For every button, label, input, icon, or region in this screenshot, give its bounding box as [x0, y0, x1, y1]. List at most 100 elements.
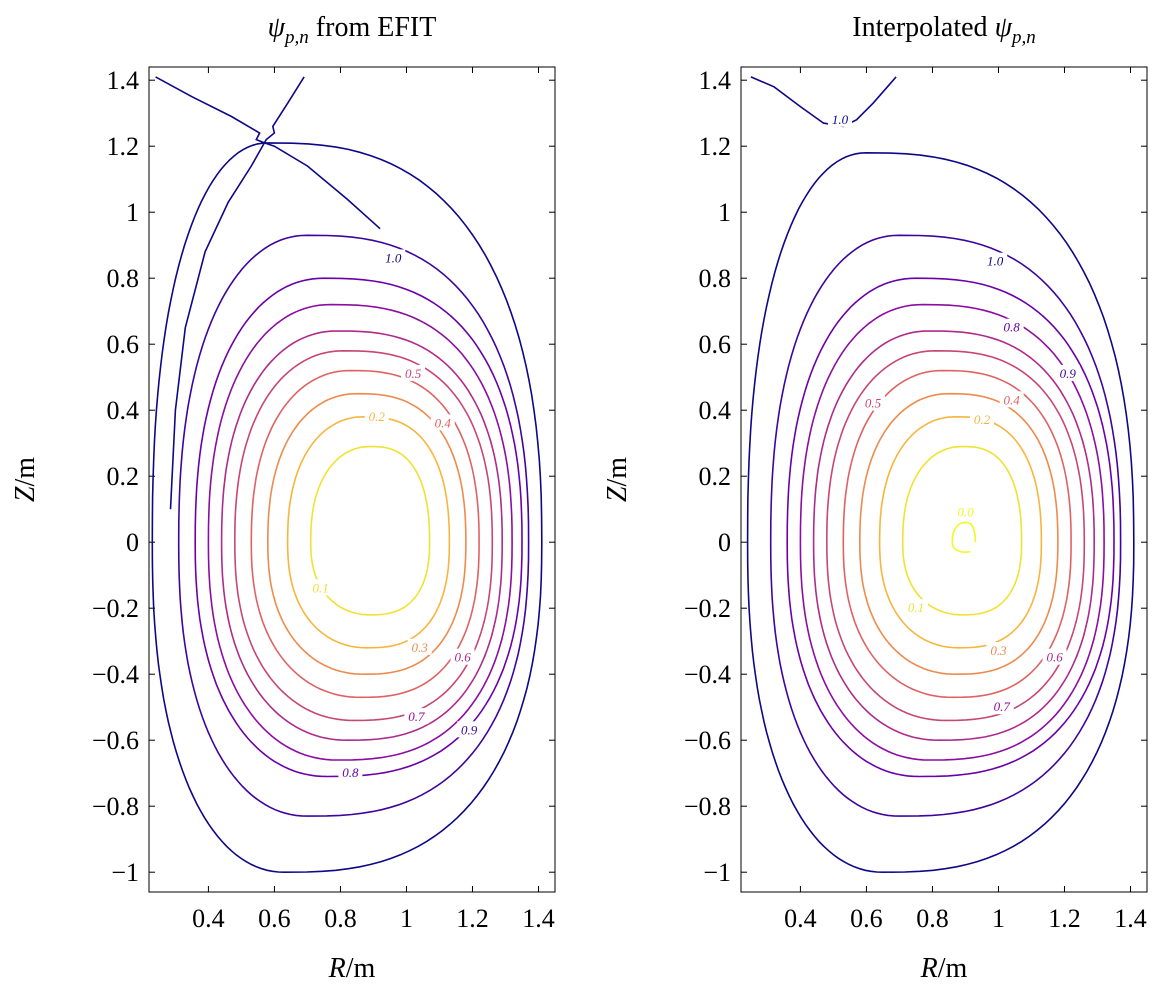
contour-label: 0.8	[342, 765, 359, 780]
contour-label-bg	[1042, 648, 1067, 665]
panel-interpolated: 0.4 0.6 0.8 1 1.2 1.4 1.4 1.2 1 0.8 0.6 0.4 0.2 0 −0.2…	[602, 12, 1148, 984]
title-symbol: ψ	[268, 12, 286, 43]
contour-label: 0.9	[1060, 366, 1077, 381]
contour-label: 0.7	[408, 709, 425, 724]
contour-label-bg	[404, 708, 429, 725]
contour-label: 0.1	[908, 600, 924, 615]
y-axis-unit: /m	[602, 457, 633, 487]
contour-label-bg	[989, 698, 1014, 715]
x-axis-label: R/m	[920, 953, 968, 984]
contour-label: 0.4	[435, 415, 452, 430]
contour-label-bg	[953, 503, 978, 520]
contour-label-bg	[986, 642, 1011, 659]
contour-line-1	[151, 142, 543, 874]
contour-label-bg	[457, 721, 482, 738]
y-tick-label: 0.2	[699, 462, 732, 491]
contour-label-bg	[1055, 364, 1080, 381]
separatrix-leg	[169, 76, 305, 510]
contour-label: 0.4	[1004, 392, 1021, 407]
y-tick-label: −0.6	[684, 726, 731, 755]
x-axis-unit: /m	[346, 953, 376, 984]
y-tick-label: −0.8	[684, 792, 731, 821]
contour-label-bg	[407, 638, 432, 655]
contour-line-0-8	[194, 277, 523, 778]
plot-frame	[148, 66, 556, 893]
plot-frame	[740, 66, 1148, 893]
contour-label-bg	[364, 407, 389, 424]
x-tick-label: 0.8	[324, 904, 357, 933]
y-tick-label: 0	[126, 528, 139, 557]
contour-label: 0.8	[1004, 320, 1021, 335]
contour-label-bg	[861, 394, 886, 411]
contour-line-0-2	[878, 415, 1043, 649]
y-tick-label: 1.2	[107, 132, 140, 161]
contour-label-bg	[308, 579, 333, 596]
x-axis-unit: /m	[938, 953, 968, 984]
contour-line-1	[746, 151, 1135, 874]
x-tick-label: 1.2	[1048, 904, 1081, 933]
contour-label-bg	[903, 599, 928, 616]
contour-group: 1.0 0.5 0.2 0.4 0.1 0.3 0.6 0.7 0.9 0.8	[151, 76, 543, 874]
panel-efit: 0.4 0.6 0.8 1 1.2 1.4 1.4 1.2 1 0.8 0.6 0.4 0.2 0 −0.2…	[10, 12, 556, 984]
contour-label: 1.0	[385, 250, 402, 265]
y-tick-label: 0.6	[699, 330, 732, 359]
y-tick-label: −0.2	[92, 594, 139, 623]
contour-label-bg	[450, 648, 475, 665]
x-tick-label: 0.4	[784, 904, 817, 933]
contour-line-0-1	[309, 445, 431, 616]
title-subscript: p,n	[283, 27, 309, 48]
contour-label: 0.5	[865, 396, 882, 411]
contour-label: 0.7	[994, 699, 1011, 714]
y-axis-unit: /m	[10, 457, 41, 487]
y-tick-label: −0.4	[684, 660, 731, 689]
y-tick-label: 0.2	[107, 462, 140, 491]
contour-line-0-9	[769, 234, 1122, 817]
y-tick-label: 0.8	[699, 264, 732, 293]
contour-label: 0.5	[405, 366, 422, 381]
contour-line-0-6	[220, 330, 504, 742]
contour-line-0-8	[786, 277, 1115, 778]
contour-line-0-7	[207, 303, 513, 761]
contour-label: 0.9	[461, 722, 478, 737]
x-tick-label: 1	[400, 904, 413, 933]
y-tick-label: 0.8	[107, 264, 140, 293]
panel-title: ψp,n from EFIT	[268, 12, 437, 48]
x-tick-label: 1.4	[1114, 904, 1147, 933]
contour-label-bg	[381, 249, 406, 266]
y-axis-var: Z	[10, 486, 41, 502]
contour-line-0-3	[266, 392, 467, 676]
contour-line-0-4	[842, 369, 1072, 699]
y-tick-label: −1	[111, 858, 139, 887]
contour-line-0-5	[825, 349, 1086, 722]
title-prefix: Interpolated	[852, 12, 994, 43]
y-tick-label: −0.4	[92, 660, 139, 689]
contour-label: 0.3	[412, 640, 429, 655]
contour-label-bg	[983, 252, 1008, 269]
contour-label: 0.6	[1046, 650, 1063, 665]
contour-line-0-1	[901, 445, 1023, 616]
contour-label: 0.2	[974, 412, 991, 427]
y-tick-label: −1	[703, 858, 731, 887]
x-tick-label: 0.8	[916, 904, 949, 933]
x-tick-label: 0.6	[850, 904, 883, 933]
y-tick-label: 0.4	[699, 396, 732, 425]
contour-line-0	[951, 521, 977, 553]
separatrix-leg	[155, 76, 381, 230]
contour-label-bg	[430, 414, 455, 431]
y-tick-label: −0.2	[684, 594, 731, 623]
contour-label-bg	[401, 364, 426, 381]
panel-title: Interpolated ψp,n	[852, 12, 1035, 48]
contour-label-bg	[969, 411, 994, 428]
contour-label: 0.0	[957, 505, 974, 520]
contour-label-bg	[338, 764, 363, 781]
y-tick-label: −0.8	[92, 792, 139, 821]
y-tick-label: 1	[718, 198, 731, 227]
x-tick-label: 0.4	[192, 904, 225, 933]
y-tick-label: 0.6	[107, 330, 140, 359]
y-tick-label: 0	[718, 528, 731, 557]
contour-line-0-5	[233, 349, 494, 722]
y-tick-label: 1.4	[107, 66, 140, 95]
contour-line-0-4	[250, 369, 480, 699]
contour-label-bg	[999, 391, 1024, 408]
